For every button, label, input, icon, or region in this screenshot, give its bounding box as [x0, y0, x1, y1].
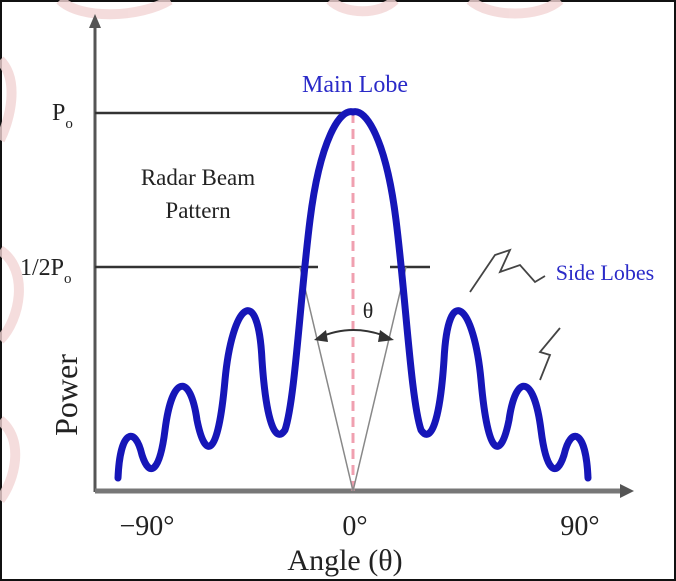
x-tick-label-0: 0°	[342, 511, 367, 542]
main-lobe-label: Main Lobe	[302, 72, 408, 98]
y-axis-label: Power	[48, 354, 84, 436]
p0-label-base: P	[52, 100, 65, 126]
x-axis-label: Angle (θ)	[287, 544, 402, 577]
pattern-label-line2: Pattern	[165, 198, 231, 223]
beamwidth-label: θ	[363, 298, 374, 323]
side-lobes-label: Side Lobes	[556, 260, 654, 285]
x-tick-label-minus-90: −90°	[120, 511, 175, 542]
half-p0-label-base: 1/2P	[20, 255, 64, 281]
pattern-label-line1: Radar Beam	[141, 165, 255, 190]
p0-label-sub: o	[65, 116, 73, 132]
x-tick-label-90: 90°	[560, 511, 599, 542]
half-p0-label-sub: o	[64, 271, 72, 287]
